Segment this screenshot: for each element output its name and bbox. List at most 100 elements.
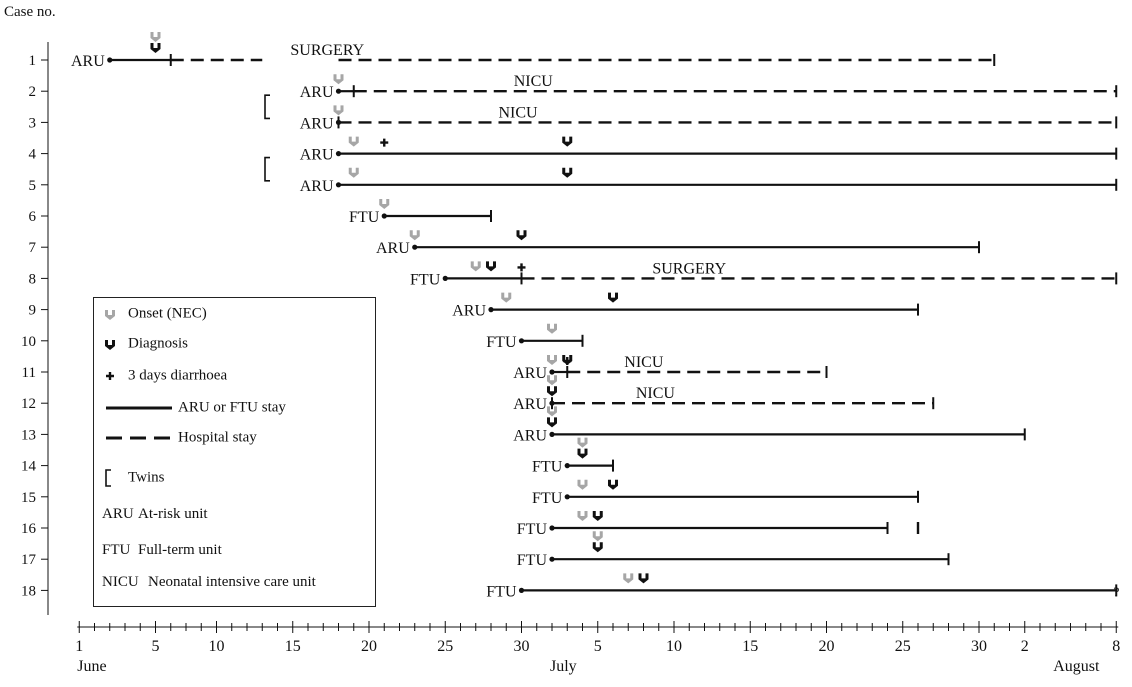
hospital-label: SURGERY [652, 260, 726, 277]
unit-label: FTU [517, 552, 548, 569]
unit-label: ARU [452, 303, 486, 320]
onset-marker [409, 230, 420, 241]
unit-label: ARU [513, 365, 547, 382]
legend-abbr: ARU [102, 506, 134, 522]
case-row: FTU [517, 511, 920, 538]
case-row: ARU NICU [513, 375, 935, 413]
case-row: FTU [532, 479, 919, 507]
case-row: ARU NICU [300, 73, 1118, 101]
legend-symbol [106, 436, 172, 440]
case-row: ARU [452, 292, 919, 320]
y-tick-label: 8 [29, 271, 37, 287]
legend-label: Full-term unit [138, 542, 222, 559]
unit-label: ARU [300, 147, 334, 164]
diagnosis-marker [608, 292, 618, 303]
unit-label: FTU [410, 271, 441, 288]
twins-bracket [264, 94, 270, 120]
unit-label: ARU [300, 178, 334, 195]
onset-marker [623, 573, 634, 584]
legend-label: ARU or FTU stay [178, 399, 286, 416]
legend-symbol [105, 469, 111, 487]
unit-label: FTU [532, 459, 563, 476]
case-row: ARU [376, 230, 980, 257]
onset-marker [150, 32, 161, 42]
unit-label: FTU [532, 490, 563, 507]
diagnosis-marker [562, 167, 573, 178]
onset-marker [501, 292, 512, 303]
hospital-label: NICU [624, 354, 664, 371]
case-row: ARU NICU [513, 354, 828, 382]
stay-end-label: ? [1113, 585, 1119, 600]
legend-item: Onset (NEC) [102, 304, 207, 324]
diagnosis-marker [486, 261, 496, 272]
unit-label: FTU [486, 334, 517, 351]
hospital-label: NICU [514, 73, 554, 90]
onset-marker [470, 261, 481, 272]
unit-label: ARU [513, 396, 547, 413]
chart-marks: ARUSURGERYARUNICUARUNICUARUARUFTUARUFTUS… [71, 32, 1119, 600]
x-tick-label: 2 [1021, 638, 1029, 655]
unit-label: ARU [300, 115, 334, 132]
x-tick-label: 25 [437, 638, 453, 655]
y-tick-label: 1 [29, 53, 37, 69]
onset-marker [547, 406, 557, 417]
x-tick-label: 30 [971, 638, 987, 655]
onset-marker [577, 479, 588, 490]
y-tick-label: 15 [21, 490, 36, 506]
legend-item: Twins [102, 468, 164, 488]
y-tick-label: 9 [29, 303, 37, 319]
onset-marker [592, 531, 603, 542]
onset-marker [348, 167, 359, 178]
twins-bracket [264, 156, 270, 182]
legend-diarrhoea-symbol [106, 372, 114, 380]
legend-item: Hospital stay [102, 428, 257, 448]
y-tick-label: 7 [29, 240, 37, 256]
x-tick-label: 5 [152, 638, 160, 655]
diagnosis-marker [547, 417, 557, 428]
diarrhoea-marker [517, 263, 526, 272]
diagnosis-marker [592, 542, 603, 553]
diagnosis-marker [577, 448, 588, 459]
legend-item: Diagnosis [102, 334, 188, 354]
legend-symbol [106, 372, 114, 380]
month-label: August [1053, 658, 1100, 675]
hospital-label: NICU [636, 385, 676, 402]
unit-label: FTU [349, 209, 380, 226]
x-tick-label: 30 [514, 638, 530, 655]
legend-abbr: FTU [102, 542, 131, 558]
month-label: July [550, 658, 577, 675]
onset-marker [348, 136, 359, 147]
hospital-label: SURGERY [290, 42, 364, 59]
diagnosis-marker [562, 136, 573, 147]
y-axis-title: Case no. [4, 4, 56, 20]
legend-label: Neonatal intensive care unit [148, 574, 316, 591]
diagnosis-marker [638, 573, 649, 584]
legend-diagnosis-symbol [105, 340, 115, 350]
case-row: FTU? [486, 573, 1119, 600]
y-tick-label: 18 [21, 583, 36, 599]
case-row: ARU SURGERY [71, 32, 996, 70]
legend-onset-symbol [105, 310, 115, 320]
x-tick-label: 10 [209, 638, 225, 655]
legend-symbol [106, 406, 172, 410]
x-tick-label: 1 [75, 638, 83, 655]
y-tick-label: 14 [21, 459, 37, 475]
case-row: FTU SURGERY [410, 260, 1118, 288]
onset-marker [333, 105, 344, 116]
legend-label: At-risk unit [138, 506, 208, 523]
case-row: FTU [349, 199, 492, 226]
unit-label: ARU [513, 427, 547, 444]
y-tick-label: 11 [22, 365, 36, 381]
onset-marker [577, 511, 588, 521]
legend-item: NICU Neonatal intensive care unit [102, 574, 316, 591]
y-tick-label: 5 [29, 178, 37, 194]
legend-label: 3 days diarrhoea [128, 367, 228, 384]
hospital-label: NICU [499, 104, 539, 121]
onset-marker [379, 199, 390, 209]
month-label: June [77, 658, 106, 675]
x-tick-label: 15 [285, 638, 301, 655]
legend-abbr: NICU [102, 574, 139, 590]
unit-label: ARU [71, 53, 105, 70]
